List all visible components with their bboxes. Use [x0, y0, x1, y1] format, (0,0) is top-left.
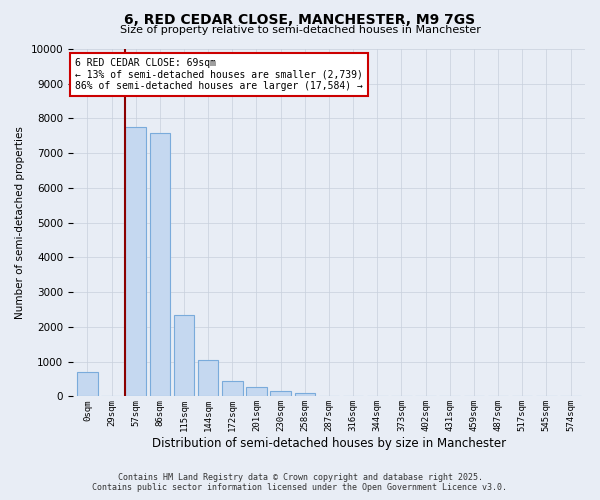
Bar [125, 127, 146, 396]
Y-axis label: Number of semi-detached properties: Number of semi-detached properties [15, 126, 25, 319]
Text: 6 RED CEDAR CLOSE: 69sqm
← 13% of semi-detached houses are smaller (2,739)
86% o: 6 RED CEDAR CLOSE: 69sqm ← 13% of semi-d… [76, 58, 363, 91]
Bar [149, 133, 170, 396]
Text: 6, RED CEDAR CLOSE, MANCHESTER, M9 7GS: 6, RED CEDAR CLOSE, MANCHESTER, M9 7GS [124, 12, 476, 26]
Bar [77, 372, 98, 396]
Text: Contains HM Land Registry data © Crown copyright and database right 2025.
Contai: Contains HM Land Registry data © Crown c… [92, 473, 508, 492]
Text: Size of property relative to semi-detached houses in Manchester: Size of property relative to semi-detach… [119, 25, 481, 35]
Bar [174, 315, 194, 396]
Bar [222, 382, 242, 396]
X-axis label: Distribution of semi-detached houses by size in Manchester: Distribution of semi-detached houses by … [152, 437, 506, 450]
Bar [246, 388, 267, 396]
Bar [198, 360, 218, 397]
Bar [271, 391, 291, 396]
Bar [295, 392, 315, 396]
